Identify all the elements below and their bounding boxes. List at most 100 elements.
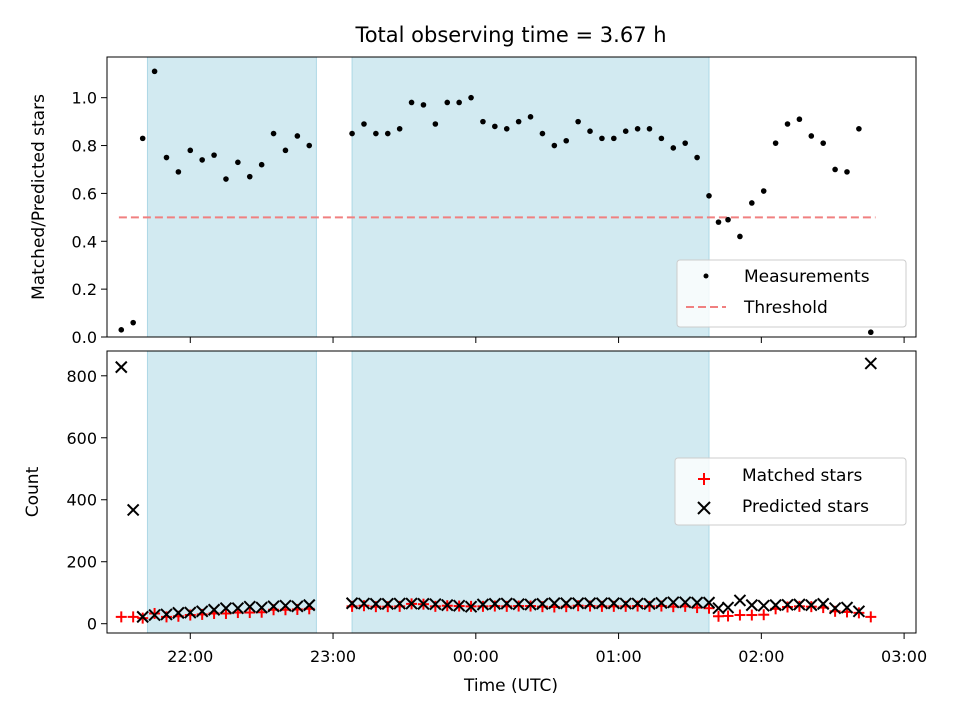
predicted-stars-points	[115, 357, 877, 624]
predicted-star-point	[476, 598, 490, 611]
predicted-star-point	[417, 597, 430, 611]
matched-star-point	[358, 600, 370, 612]
bottom-legend-box	[674, 457, 907, 526]
predicted-star-point	[524, 598, 537, 611]
predicted-star-point	[840, 601, 854, 614]
bottom-y-ticks: 0 200 400 600 800	[66, 367, 107, 634]
predicted-star-point	[303, 598, 316, 612]
predicted-star-point	[548, 597, 561, 610]
measurement-point	[611, 135, 617, 142]
predicted-star-point	[757, 599, 770, 612]
bottom-y-axis-label: Count	[23, 466, 43, 517]
measurement-point	[706, 193, 712, 199]
predicted-star-point	[667, 596, 680, 609]
chart-title: Total observing time = 3.67 h	[354, 23, 666, 47]
predicted-star-point	[184, 606, 197, 619]
measurement-point	[599, 135, 605, 142]
measurement-point	[539, 130, 546, 137]
measurement-point	[492, 123, 498, 130]
predicted-star-point	[393, 597, 406, 610]
predicted-star-point	[655, 596, 668, 610]
predicted-star-point	[721, 601, 735, 614]
predicted-star-point	[571, 597, 585, 610]
predicted-star-point	[733, 594, 747, 607]
bottom-observing-windows	[146, 350, 710, 634]
predicted-star-point	[267, 600, 280, 613]
legend-measurements-label: Measurements	[744, 267, 870, 287]
predicted-star-point	[805, 598, 818, 612]
predicted-star-point	[500, 597, 513, 610]
measurement-point	[294, 133, 301, 139]
predicted-star-point	[452, 599, 466, 612]
measurement-point	[856, 125, 862, 132]
matched-star-point	[127, 611, 139, 623]
matched-star-point	[793, 600, 805, 612]
measurement-point	[867, 329, 874, 336]
measurement-point	[151, 68, 158, 75]
legend-predicted-label: Predicted stars	[742, 497, 869, 517]
matched-star-point	[805, 601, 817, 613]
predicted-star-point	[512, 597, 525, 611]
matched-star-point	[713, 610, 725, 622]
measurement-point	[349, 130, 355, 137]
bottom-y-tick-label: 600	[66, 429, 97, 448]
matched-star-point	[244, 607, 256, 619]
top-y-ticks: 0.0 0.2 0.4 0.6 0.8 1.0	[72, 89, 107, 347]
measurement-point	[784, 121, 791, 127]
measurement-point	[551, 142, 558, 149]
measurement-point	[634, 125, 641, 132]
measurement-point	[223, 176, 229, 182]
matched-star-point	[115, 611, 127, 623]
measurement-point	[772, 140, 779, 146]
predicted-star-point	[160, 608, 173, 621]
predicted-star-point	[607, 597, 621, 610]
predicted-star-point	[828, 602, 842, 615]
observing-window-1	[146, 56, 317, 338]
predicted-star-point	[864, 357, 877, 370]
measurement-point	[468, 94, 474, 101]
bottom-y-tick-label: 0	[87, 615, 97, 634]
top-y-tick-label: 0.4	[72, 232, 97, 251]
predicted-star-point	[136, 610, 149, 624]
measurement-point	[682, 140, 688, 146]
measurement-point	[808, 133, 815, 139]
measurement-point	[420, 102, 427, 108]
predicted-star-point	[536, 597, 549, 611]
predicted-star-point	[745, 598, 759, 612]
x-tick-label: 00:00	[453, 647, 499, 666]
predicted-star-point	[345, 597, 359, 610]
matched-star-point	[513, 600, 525, 612]
measurement-point	[361, 121, 367, 127]
measurement-point	[515, 118, 522, 125]
measurement-point	[235, 159, 241, 166]
predicted-star-point	[429, 597, 442, 611]
legend-measurements-marker	[703, 273, 709, 279]
measurement-point	[432, 121, 439, 127]
top-y-axis-label: Matched/Predicted stars	[29, 94, 49, 300]
predicted-star-point	[126, 503, 140, 517]
legend-threshold-label: Threshold	[743, 298, 828, 318]
measurement-point	[760, 188, 767, 194]
measurement-point	[246, 173, 253, 180]
x-tick-label: 23:00	[310, 647, 356, 666]
predicted-star-point	[255, 601, 268, 614]
measurement-point	[622, 128, 629, 134]
measurement-point	[187, 147, 194, 154]
x-tick-label: 02:00	[738, 647, 784, 666]
predicted-star-point	[643, 597, 656, 611]
measurement-point	[694, 154, 700, 161]
matched-star-point	[703, 602, 715, 614]
top-y-tick-label: 1.0	[72, 89, 97, 108]
bottom-y-tick-label: 800	[66, 367, 97, 386]
predicted-star-point	[219, 602, 233, 615]
measurement-point	[282, 147, 289, 154]
x-tick-label: 03:00	[881, 647, 927, 666]
predicted-star-point	[702, 596, 716, 609]
bottom-panel: 0 200 400 600 800 22:00 23:00 00:00 01:00 02:00 0…	[23, 350, 927, 696]
measurement-point	[503, 125, 510, 132]
x-tick-label: 01:00	[596, 647, 642, 666]
bottom-y-tick-label: 400	[66, 491, 97, 510]
measurement-point	[118, 327, 125, 333]
measurement-point	[175, 169, 182, 175]
top-y-tick-label: 0.0	[72, 328, 97, 347]
